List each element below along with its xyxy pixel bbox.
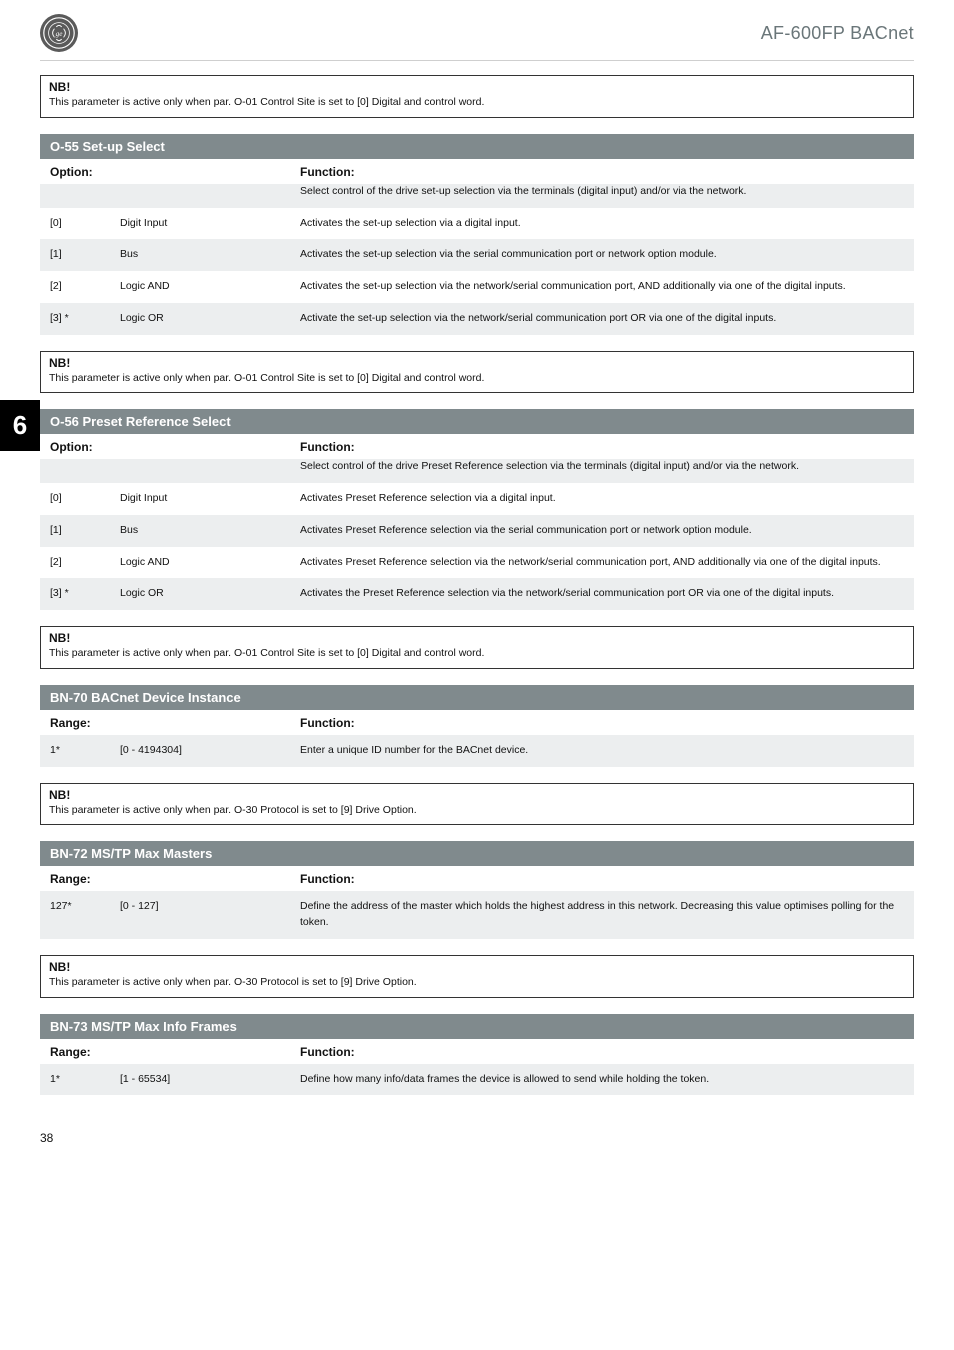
option-label: Logic AND — [110, 547, 290, 579]
col-header-function: Function: — [290, 159, 914, 184]
option-label: Bus — [110, 239, 290, 271]
page-footer: 38 — [0, 1123, 954, 1169]
param-table: Option: Function: Select control of the … — [40, 159, 914, 335]
option-func: Enter a unique ID number for the BACnet … — [290, 735, 914, 767]
param-title: O-56 Preset Reference Select — [40, 409, 914, 434]
note-box: NB! This parameter is active only when p… — [40, 351, 914, 394]
note-box: NB! This parameter is active only when p… — [40, 783, 914, 826]
option-label: Logic AND — [110, 271, 290, 303]
option-code: [1] — [40, 515, 110, 547]
option-label: Logic OR — [110, 303, 290, 335]
option-func: Activates Preset Reference selection via… — [290, 515, 914, 547]
col-header-option: Option: — [40, 434, 290, 459]
note-title: NB! — [49, 356, 905, 370]
param-block-o56: O-56 Preset Reference Select Option: Fun… — [40, 409, 914, 610]
option-code: [2] — [40, 271, 110, 303]
note-text: This parameter is active only when par. … — [49, 371, 905, 387]
option-code: [3] * — [40, 303, 110, 335]
option-code: [1] — [40, 239, 110, 271]
option-label: Digit Input — [110, 208, 290, 240]
header-divider — [40, 60, 914, 61]
option-func: Activates Preset Reference selection via… — [290, 483, 914, 515]
note-title: NB! — [49, 960, 905, 974]
note-box: NB! This parameter is active only when p… — [40, 75, 914, 118]
note-text: This parameter is active only when par. … — [49, 803, 905, 819]
option-label: Bus — [110, 515, 290, 547]
option-func: Activate the set-up selection via the ne… — [290, 303, 914, 335]
param-block-bn70: BN-70 BACnet Device Instance Range: Func… — [40, 685, 914, 767]
option-func: Activates the set-up selection via the n… — [290, 271, 914, 303]
param-table: Option: Function: Select control of the … — [40, 434, 914, 610]
option-func: Activates the Preset Reference selection… — [290, 578, 914, 610]
chapter-tab: 6 — [0, 400, 40, 451]
col-header-function: Function: — [290, 866, 914, 891]
note-box: NB! This parameter is active only when p… — [40, 955, 914, 998]
document-title: AF-600FP BACnet — [761, 23, 914, 44]
option-func: Define the address of the master which h… — [290, 891, 914, 939]
note-text: This parameter is active only when par. … — [49, 646, 905, 662]
col-header-function: Function: — [290, 710, 914, 735]
param-description: Select control of the drive Preset Refer… — [290, 459, 914, 483]
page-body: NB! This parameter is active only when p… — [0, 75, 954, 1123]
option-func: Activates the set-up selection via a dig… — [290, 208, 914, 240]
option-code: 1* — [40, 1064, 110, 1096]
option-code: 127* — [40, 891, 110, 939]
col-header-range: Range: — [40, 1039, 290, 1064]
option-code: [3] * — [40, 578, 110, 610]
param-title: BN-73 MS/TP Max Info Frames — [40, 1014, 914, 1039]
col-header-function: Function: — [290, 434, 914, 459]
option-code: [0] — [40, 483, 110, 515]
param-title: BN-70 BACnet Device Instance — [40, 685, 914, 710]
param-title: BN-72 MS/TP Max Masters — [40, 841, 914, 866]
param-table: Range: Function: 1* [0 - 4194304] Enter … — [40, 710, 914, 767]
note-title: NB! — [49, 788, 905, 802]
option-label: [1 - 65534] — [110, 1064, 290, 1096]
option-code: 1* — [40, 735, 110, 767]
param-table: Range: Function: 1* [1 - 65534] Define h… — [40, 1039, 914, 1096]
option-func: Activates the set-up selection via the s… — [290, 239, 914, 271]
note-text: This parameter is active only when par. … — [49, 975, 905, 991]
param-block-bn73: BN-73 MS/TP Max Info Frames Range: Funct… — [40, 1014, 914, 1096]
svg-text:ge: ge — [56, 30, 64, 38]
param-table: Range: Function: 127* [0 - 127] Define t… — [40, 866, 914, 939]
param-title: O-55 Set-up Select — [40, 134, 914, 159]
option-label: [0 - 127] — [110, 891, 290, 939]
param-block-o55: O-55 Set-up Select Option: Function: Sel… — [40, 134, 914, 335]
page-number: 38 — [40, 1131, 53, 1145]
option-label: Digit Input — [110, 483, 290, 515]
col-header-option: Option: — [40, 159, 290, 184]
ge-monogram-icon: ge — [43, 17, 75, 49]
col-header-range: Range: — [40, 710, 290, 735]
col-header-function: Function: — [290, 1039, 914, 1064]
note-title: NB! — [49, 631, 905, 645]
option-func: Activates Preset Reference selection via… — [290, 547, 914, 579]
option-label: Logic OR — [110, 578, 290, 610]
option-code: [2] — [40, 547, 110, 579]
col-header-range: Range: — [40, 866, 290, 891]
option-code: [0] — [40, 208, 110, 240]
note-box: NB! This parameter is active only when p… — [40, 626, 914, 669]
option-func: Define how many info/data frames the dev… — [290, 1064, 914, 1096]
note-title: NB! — [49, 80, 905, 94]
param-block-bn72: BN-72 MS/TP Max Masters Range: Function:… — [40, 841, 914, 939]
note-text: This parameter is active only when par. … — [49, 95, 905, 111]
ge-logo: ge — [40, 14, 78, 52]
option-label: [0 - 4194304] — [110, 735, 290, 767]
param-description: Select control of the drive set-up selec… — [290, 184, 914, 208]
page-header: ge AF-600FP BACnet — [0, 0, 954, 58]
